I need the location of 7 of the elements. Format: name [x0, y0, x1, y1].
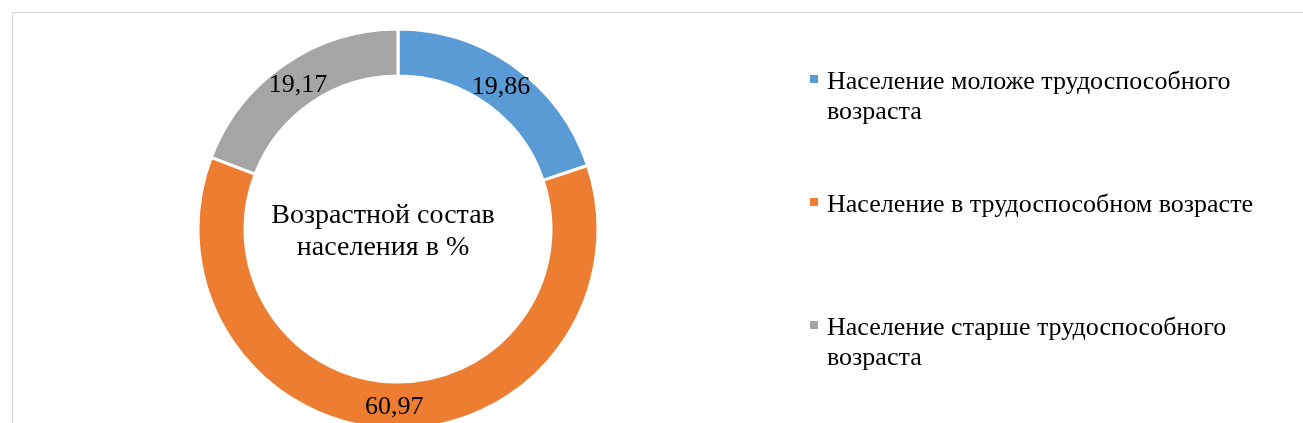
data-label: 19,17	[268, 69, 328, 99]
data-label: 60,97	[364, 390, 424, 420]
text: Возрастной состав населения в %	[271, 197, 495, 261]
legend-label: Население в трудоспособном возрасте	[827, 189, 1254, 218]
legend-label: Население старше трудоспособного возраста	[827, 312, 1227, 371]
data-label: 19,86	[471, 71, 531, 101]
legend-label: Население моложе трудоспособного возраста	[827, 66, 1231, 125]
